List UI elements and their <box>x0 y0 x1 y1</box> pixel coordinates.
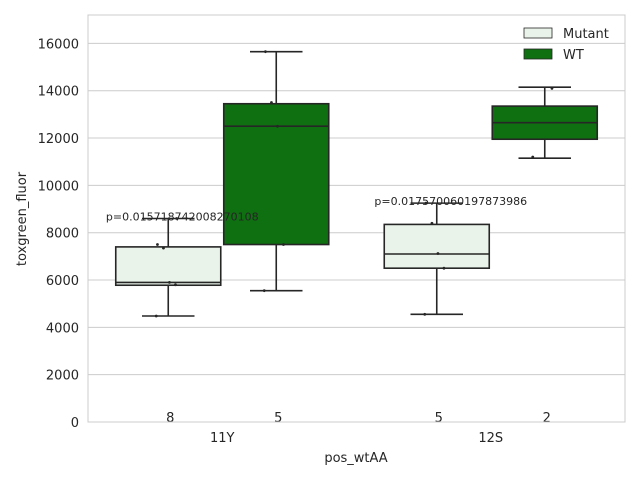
data-point <box>168 280 171 284</box>
data-point <box>270 101 273 104</box>
y-tick-label: 0 <box>71 416 79 431</box>
count-label: 2 <box>543 411 551 426</box>
data-point <box>430 221 434 225</box>
data-point <box>264 50 267 54</box>
data-point <box>423 312 427 316</box>
y-tick-label: 8000 <box>46 227 79 242</box>
box-mutant-12s <box>383 202 491 316</box>
legend: Mutant WT <box>523 27 609 63</box>
box-mutant-11y <box>114 217 222 317</box>
x-axis-title: pos_wtAA <box>324 451 387 466</box>
legend-label: WT <box>563 48 584 63</box>
legend-swatch <box>523 48 553 60</box>
y-axis-title: toxgreen_fluor <box>15 171 30 266</box>
boxes-layer <box>114 50 599 317</box>
data-point <box>154 314 158 318</box>
y-tick-label: 4000 <box>46 321 79 336</box>
legend-swatch <box>523 27 553 39</box>
x-tick-labels: 11Y 12S <box>210 431 503 446</box>
x-tick-label: 11Y <box>210 431 235 446</box>
count-labels: 8 5 5 2 <box>166 411 551 426</box>
box-wt-12s <box>491 86 599 159</box>
data-point <box>282 243 285 246</box>
box-iqr <box>114 246 222 287</box>
data-point <box>531 155 535 159</box>
data-point <box>436 252 440 255</box>
y-tick-label: 6000 <box>46 274 79 289</box>
y-tick-label: 16000 <box>38 37 79 52</box>
y-tick-label: 2000 <box>46 369 79 384</box>
legend-label: Mutant <box>563 27 609 42</box>
data-point <box>442 266 446 270</box>
data-point <box>550 86 554 90</box>
y-tick-label: 12000 <box>38 132 79 147</box>
plot-frame <box>87 14 626 423</box>
y-tick-labels: 0 2000 4000 6000 8000 10000 12000 14000 16000 <box>38 37 79 431</box>
data-point <box>156 243 159 246</box>
data-point <box>175 217 179 220</box>
p-value-label: p=0.015718742008270108 <box>106 211 259 224</box>
count-label: 8 <box>166 411 174 426</box>
y-tick-label: 14000 <box>38 85 79 100</box>
box-iqr <box>383 223 491 269</box>
x-tick-label: 12S <box>478 431 503 446</box>
y-tick-label: 10000 <box>38 179 79 194</box>
data-point <box>174 283 177 287</box>
data-point <box>162 246 165 250</box>
data-point <box>276 124 279 128</box>
count-label: 5 <box>274 411 282 426</box>
count-label: 5 <box>435 411 443 426</box>
points-layer <box>154 50 554 318</box>
p-value-label: p=0.017570060197873986 <box>374 195 527 208</box>
box-iqr <box>222 102 330 246</box>
data-point <box>424 201 428 205</box>
box-wt-11y <box>222 50 330 292</box>
data-point <box>262 289 266 293</box>
p-value-annotations: p=0.015718742008270108 p=0.01757006019787… <box>106 195 527 223</box>
